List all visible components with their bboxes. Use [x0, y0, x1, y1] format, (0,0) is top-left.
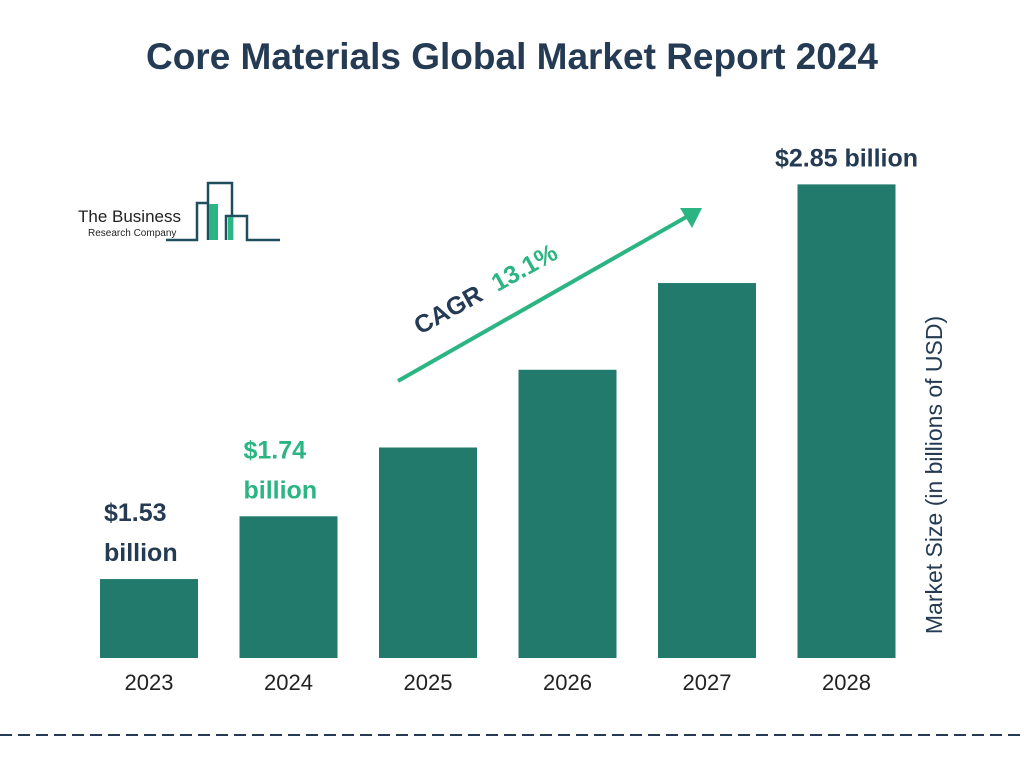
x-tick-label: 2027 [683, 670, 732, 695]
bar-2026 [518, 369, 617, 658]
svg-text:CAGR 13.1%: CAGR 13.1% [409, 238, 562, 340]
data-label: billion [104, 539, 178, 567]
logo-text-line2: Research Company [88, 228, 176, 239]
cagr-label: CAGR [409, 280, 487, 340]
bar-2024 [239, 516, 338, 658]
data-label: $1.74 [244, 436, 307, 464]
bar-2023 [100, 579, 198, 658]
x-tick-label: 2025 [404, 670, 453, 695]
x-tick-label: 2026 [543, 670, 592, 695]
data-label: $2.85 billion [775, 144, 918, 172]
x-tick-label: 2024 [264, 670, 313, 695]
cagr-value: 13.1% [487, 238, 563, 297]
bar-2028 [797, 184, 896, 658]
arrow-head-icon [680, 208, 702, 228]
company-logo: The Business Research Company [78, 181, 280, 242]
x-tick-label: 2023 [125, 670, 174, 695]
cagr-annotation: CAGR 13.1% [397, 208, 702, 383]
y-axis-label: Market Size (in billions of USD) [921, 316, 947, 634]
data-label: $1.53 [104, 499, 167, 527]
data-label: billion [244, 476, 318, 504]
bar-2027 [658, 283, 756, 658]
bar-2025 [379, 447, 477, 658]
x-tick-label: 2028 [822, 670, 871, 695]
logo-text-line1: The Business [78, 207, 181, 226]
chart-title: Core Materials Global Market Report 2024 [145, 36, 879, 77]
